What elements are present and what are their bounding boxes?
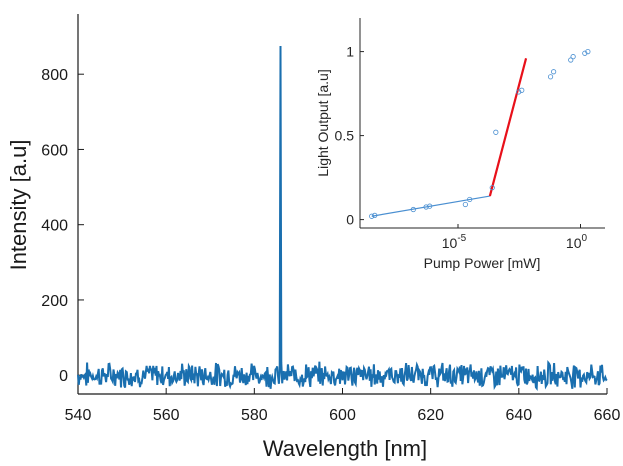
inset-data-point bbox=[547, 74, 554, 80]
main-x-axis-label: Wavelength [nm] bbox=[263, 436, 427, 461]
inset-plot-background bbox=[360, 18, 605, 228]
main-y-axis-label: Intensity [a.u] bbox=[6, 140, 31, 271]
main-x-ticks: 540 560 580 600 620 640 660 bbox=[65, 388, 621, 424]
main-y-tick-label: 0 bbox=[59, 368, 68, 385]
fit-line-above-threshold bbox=[488, 58, 528, 197]
spectrum-series-line bbox=[77, 45, 608, 392]
main-axes: 0 200 400 600 800 540 560 580 600 620 640 660 bbox=[41, 14, 620, 424]
main-y-tick-label: 800 bbox=[41, 67, 68, 84]
main-y-tick-label: 200 bbox=[41, 293, 68, 310]
inset-data-point bbox=[568, 57, 574, 63]
main-x-tick-label: 560 bbox=[153, 407, 180, 424]
inset-data-points bbox=[369, 48, 591, 219]
main-y-ticks: 0 200 400 600 800 bbox=[41, 67, 84, 385]
main-y-tick-label: 600 bbox=[41, 142, 68, 159]
inset-data-point bbox=[462, 201, 468, 208]
inset-x-axis-label: Pump Power [mW] bbox=[424, 255, 541, 271]
main-x-tick-label: 640 bbox=[505, 407, 532, 424]
inset-data-point bbox=[467, 196, 473, 203]
inset-data-point bbox=[551, 69, 557, 75]
inset-y-axis-label: Light Output [a.u] bbox=[315, 69, 331, 176]
inset-data-point bbox=[570, 54, 576, 60]
fit-line-below-threshold bbox=[371, 195, 490, 217]
inset-axes: 00.51 10-5 100 bbox=[335, 18, 605, 251]
inset-x-tick-label: 10-5 bbox=[442, 233, 467, 251]
inset-data-point bbox=[423, 204, 429, 210]
inset-y-tick-label: 0 bbox=[346, 212, 354, 228]
inset-y-ticks: 00.51 bbox=[335, 44, 364, 228]
main-y-tick-label: 400 bbox=[41, 218, 68, 235]
main-x-tick-label: 620 bbox=[417, 407, 444, 424]
inset-data-point bbox=[369, 213, 375, 219]
inset-y-tick-label: 0.5 bbox=[335, 128, 355, 144]
inset-data-point bbox=[410, 206, 416, 213]
inset-data-point bbox=[493, 129, 499, 135]
inset-x-ticks: 10-5 100 bbox=[442, 224, 588, 251]
main-x-tick-label: 600 bbox=[329, 407, 356, 424]
inset-y-tick-label: 1 bbox=[346, 44, 354, 60]
main-x-tick-label: 540 bbox=[65, 407, 92, 424]
inset-data-point bbox=[585, 48, 591, 55]
inset-data-point bbox=[427, 203, 433, 209]
inset-data-point bbox=[489, 185, 495, 191]
main-x-tick-label: 580 bbox=[241, 407, 268, 424]
inset-data-point bbox=[519, 87, 525, 93]
inset-data-point bbox=[372, 212, 378, 218]
main-x-tick-label: 660 bbox=[594, 407, 621, 424]
inset-x-tick-label: 100 bbox=[566, 233, 588, 251]
